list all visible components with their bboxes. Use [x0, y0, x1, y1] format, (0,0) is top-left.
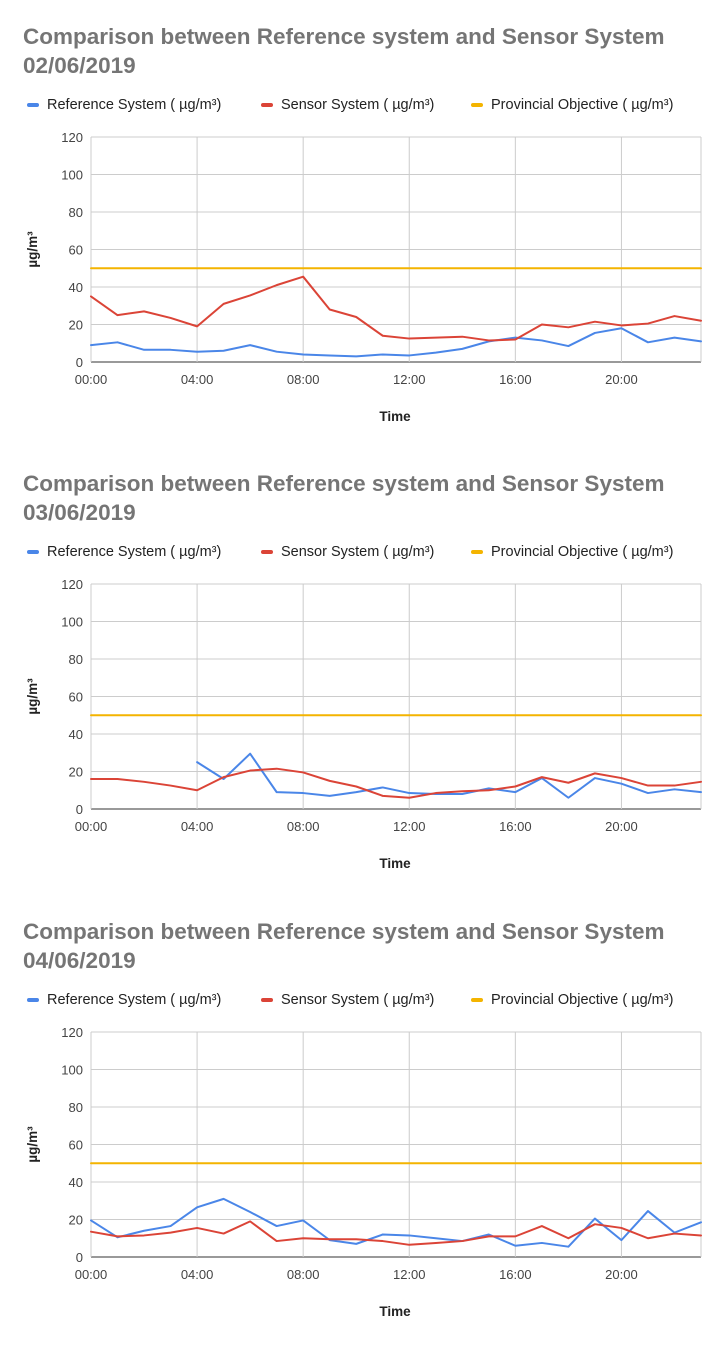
x-tick-label: 00:00 — [75, 372, 108, 387]
x-tick-label: 12:00 — [393, 372, 426, 387]
chart-title-date: 03/06/2019 — [23, 500, 136, 525]
series-line-2[interactable] — [90, 767, 702, 799]
y-tick-label: 20 — [69, 318, 83, 333]
y-axis-label: µg/m³ — [25, 231, 40, 268]
series-line-2[interactable] — [90, 1220, 702, 1246]
chart-1: Comparison between Reference system and … — [0, 0, 724, 440]
y-tick-label: 40 — [69, 727, 83, 742]
legend-label: Sensor System ( µg/m³) — [281, 992, 435, 1008]
y-tick-label: 20 — [69, 765, 83, 780]
x-tick-label: 00:00 — [75, 1267, 108, 1282]
y-tick-label: 80 — [69, 652, 83, 667]
x-tick-label: 08:00 — [287, 819, 320, 834]
chart-plot: 0 20 40 60 80 100 120 00:00 04:00 08:00 12:00 16:00… — [25, 577, 702, 871]
series-line-1[interactable] — [90, 1197, 702, 1248]
y-tick-label: 60 — [69, 243, 83, 258]
x-tick-label: 04:00 — [181, 819, 214, 834]
y-tick-label: 100 — [61, 615, 83, 630]
legend-label: Reference System ( µg/m³) — [47, 544, 222, 560]
y-tick-label: 0 — [76, 1250, 83, 1265]
y-tick-label: 0 — [76, 355, 83, 370]
y-tick-label: 100 — [61, 1063, 83, 1078]
legend-label: Reference System ( µg/m³) — [47, 992, 222, 1008]
y-tick-label: 100 — [61, 168, 83, 183]
x-tick-label: 20:00 — [605, 1267, 638, 1282]
x-axis-label: Time — [379, 409, 411, 424]
y-axis-label: µg/m³ — [25, 1126, 40, 1163]
legend-label: Sensor System ( µg/m³) — [281, 97, 435, 113]
legend-swatch — [27, 998, 39, 1002]
series-line-1[interactable] — [90, 327, 702, 358]
y-tick-label: 120 — [61, 577, 83, 592]
legend-label: Provincial Objective ( µg/m³) — [491, 544, 674, 560]
legend-swatch — [261, 998, 273, 1002]
legend-swatch — [261, 103, 273, 107]
chart-2: Comparison between Reference system and … — [0, 447, 724, 887]
chart-title: Comparison between Reference system and … — [23, 917, 713, 975]
chart-3: Comparison between Reference system and … — [0, 895, 724, 1335]
y-tick-label: 60 — [69, 690, 83, 705]
legend-swatch — [471, 550, 483, 554]
chart-title-date: 02/06/2019 — [23, 53, 136, 78]
y-tick-label: 80 — [69, 1100, 83, 1115]
legend-label: Sensor System ( µg/m³) — [281, 544, 435, 560]
x-tick-label: 16:00 — [499, 372, 532, 387]
x-tick-label: 20:00 — [605, 819, 638, 834]
chart-title-date: 04/06/2019 — [23, 948, 136, 973]
y-tick-label: 60 — [69, 1138, 83, 1153]
x-tick-label: 16:00 — [499, 1267, 532, 1282]
y-tick-label: 40 — [69, 1175, 83, 1190]
series-line-2[interactable] — [90, 275, 702, 342]
x-tick-label: 04:00 — [181, 1267, 214, 1282]
x-tick-label: 20:00 — [605, 372, 638, 387]
y-tick-label: 0 — [76, 802, 83, 817]
chart-title-line1: Comparison between Reference system and … — [23, 919, 665, 944]
x-axis-label: Time — [379, 856, 411, 871]
chart-title-line1: Comparison between Reference system and … — [23, 24, 665, 49]
legend-label: Provincial Objective ( µg/m³) — [491, 97, 674, 113]
series-line-1[interactable] — [196, 752, 702, 799]
y-tick-label: 120 — [61, 1025, 83, 1040]
legend-swatch — [471, 103, 483, 107]
legend-swatch — [27, 550, 39, 554]
x-tick-label: 08:00 — [287, 1267, 320, 1282]
y-tick-label: 80 — [69, 205, 83, 220]
legend-label: Reference System ( µg/m³) — [47, 97, 222, 113]
chart-title-line1: Comparison between Reference system and … — [23, 471, 665, 496]
y-tick-label: 40 — [69, 280, 83, 295]
x-tick-label: 12:00 — [393, 819, 426, 834]
legend-label: Provincial Objective ( µg/m³) — [491, 992, 674, 1008]
legend-swatch — [471, 998, 483, 1002]
legend-swatch — [27, 103, 39, 107]
x-tick-label: 16:00 — [499, 819, 532, 834]
x-tick-label: 12:00 — [393, 1267, 426, 1282]
y-tick-label: 20 — [69, 1213, 83, 1228]
x-tick-label: 04:00 — [181, 372, 214, 387]
chart-plot: 0 20 40 60 80 100 120 00:00 04:00 08:00 12:00 16:00… — [25, 1025, 702, 1319]
chart-title: Comparison between Reference system and … — [23, 469, 713, 527]
chart-plot: 0 20 40 60 80 100 120 00:00 04:00 08:00 12:00 16:00… — [25, 130, 702, 424]
x-tick-label: 00:00 — [75, 819, 108, 834]
legend-swatch — [261, 550, 273, 554]
chart-title: Comparison between Reference system and … — [23, 22, 713, 80]
y-axis-label: µg/m³ — [25, 678, 40, 715]
x-axis-label: Time — [379, 1304, 411, 1319]
y-tick-label: 120 — [61, 130, 83, 145]
x-tick-label: 08:00 — [287, 372, 320, 387]
